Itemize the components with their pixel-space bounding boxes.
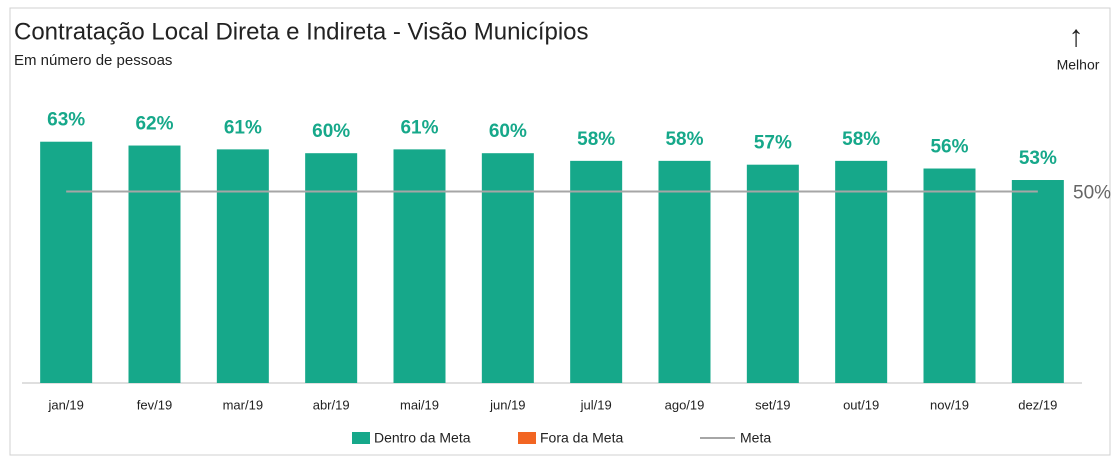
target-label: 50% bbox=[1073, 183, 1111, 204]
x-tick-label: nov/19 bbox=[930, 397, 969, 412]
data-label: 61% bbox=[400, 117, 438, 138]
chart-subtitle: Em número de pessoas bbox=[14, 52, 172, 69]
legend-label: Dentro da Meta bbox=[374, 430, 471, 446]
data-label: 58% bbox=[577, 129, 615, 150]
chart-title: Contratação Local Direta e Indireta - Vi… bbox=[14, 18, 589, 45]
x-tick-label: ago/19 bbox=[665, 397, 705, 412]
legend-label: Meta bbox=[740, 430, 771, 446]
x-tick-label: out/19 bbox=[843, 397, 879, 412]
data-label: 56% bbox=[930, 137, 968, 158]
bar bbox=[658, 160, 711, 383]
arrow-icon: ↑ bbox=[1069, 20, 1084, 53]
x-tick-label: jul/19 bbox=[580, 397, 612, 412]
legend-swatch bbox=[352, 432, 370, 444]
bar bbox=[923, 168, 976, 383]
x-tick-label: abr/19 bbox=[313, 397, 350, 412]
bar bbox=[481, 153, 534, 383]
bar bbox=[1011, 180, 1064, 383]
data-label: 58% bbox=[842, 129, 880, 150]
bar bbox=[393, 149, 446, 383]
bar bbox=[570, 160, 623, 383]
bar bbox=[128, 145, 181, 383]
x-tick-label: dez/19 bbox=[1018, 397, 1057, 412]
data-label: 53% bbox=[1019, 148, 1057, 169]
x-tick-label: jan/19 bbox=[47, 397, 83, 412]
x-tick-label: mar/19 bbox=[223, 397, 263, 412]
annotation: Melhor bbox=[1057, 57, 1100, 73]
bar bbox=[746, 164, 799, 383]
x-tick-label: fev/19 bbox=[137, 397, 172, 412]
data-label: 61% bbox=[224, 117, 262, 138]
x-tick-label: set/19 bbox=[755, 397, 790, 412]
bar bbox=[305, 153, 358, 383]
x-tick-label: jun/19 bbox=[489, 397, 525, 412]
bar bbox=[835, 160, 888, 383]
data-label: 60% bbox=[489, 121, 527, 142]
data-label: 62% bbox=[135, 114, 173, 135]
bar bbox=[40, 141, 93, 383]
data-label: 60% bbox=[312, 121, 350, 142]
data-label: 58% bbox=[665, 129, 703, 150]
x-tick-label: mai/19 bbox=[400, 397, 439, 412]
legend-swatch bbox=[518, 432, 536, 444]
data-label: 57% bbox=[754, 133, 792, 154]
legend-label: Fora da Meta bbox=[540, 430, 623, 446]
data-label: 63% bbox=[47, 110, 85, 131]
bar bbox=[216, 149, 269, 383]
